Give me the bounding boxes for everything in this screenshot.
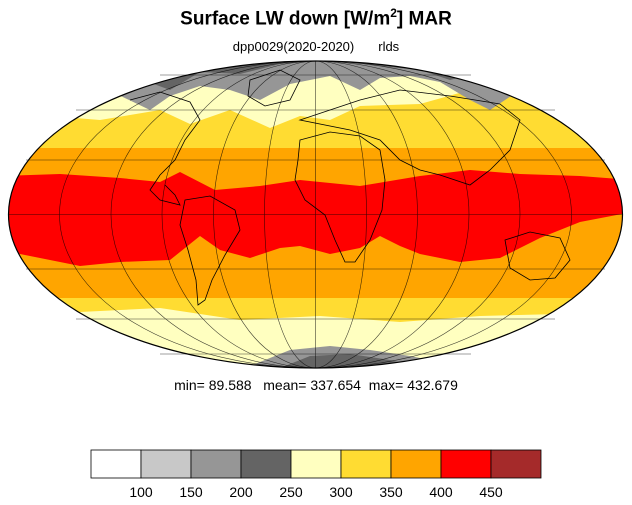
coastline-north-america: [129, 91, 201, 206]
plot-title: Surface LW down [W/m2] MAR: [180, 6, 452, 30]
colorbar-swatch: [440, 449, 492, 479]
mean-value: 337.654: [310, 377, 361, 393]
colorbar-tick-label: 450: [479, 484, 503, 500]
colorbar-swatch: [490, 449, 542, 479]
colorbar-swatch: [340, 449, 392, 479]
colorbar-tick-label: 300: [329, 484, 353, 500]
colorbar-swatch: [240, 449, 292, 479]
coastline-africa: [294, 131, 386, 263]
globe-outline: [7, 60, 624, 369]
min-value: 89.588: [208, 377, 252, 393]
colorbar-swatch: [290, 449, 342, 479]
colorbar-tick-label: 350: [379, 484, 403, 500]
experiment-label: dpp0029(2020-2020): [232, 39, 355, 54]
colorbar-swatch: [190, 449, 242, 479]
max-label: max=: [368, 377, 404, 393]
colorbar-tick-label: 200: [229, 484, 253, 500]
mean-label: mean=: [263, 377, 307, 393]
plot-subtitle: dpp0029(2020-2020) rlds: [0, 39, 632, 54]
colorbar-swatch: [90, 449, 142, 479]
colorbar-tick-label: 150: [179, 484, 203, 500]
stats-line: min= 89.588 mean= 337.654 max= 432.679: [0, 377, 632, 393]
colorbar-swatch: [140, 449, 192, 479]
coastline-greenland: [247, 69, 301, 107]
colorbar-swatch: [390, 449, 442, 479]
colorbar-tick-label: 400: [429, 484, 453, 500]
min-label: min=: [174, 377, 205, 393]
variable-label: rlds: [378, 39, 400, 54]
coastline-south-america: [179, 195, 241, 306]
band-tropical: [8, 170, 623, 266]
band-polar-south: [270, 354, 430, 368]
colorbar-tick-label: 250: [279, 484, 303, 500]
colorbar-tick-label: 100: [129, 484, 153, 500]
max-value: 432.679: [407, 377, 458, 393]
